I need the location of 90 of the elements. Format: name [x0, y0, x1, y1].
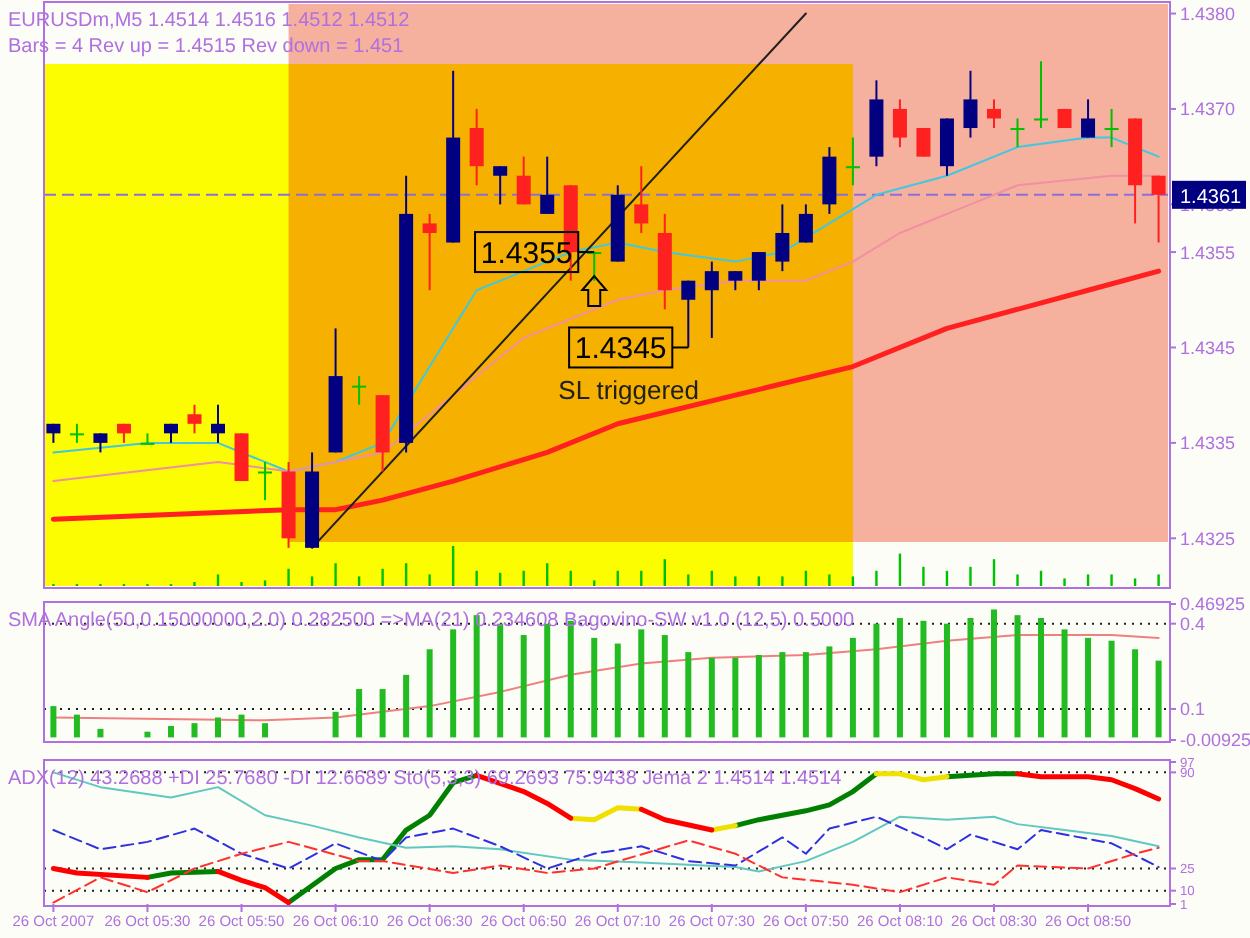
bar [238, 714, 245, 738]
line-series [52, 634, 1160, 722]
candlestick [493, 165, 508, 206]
bar [450, 629, 457, 738]
candlestick [939, 117, 954, 177]
candlestick [234, 432, 249, 483]
candlestick [187, 403, 202, 435]
candlestick [352, 375, 367, 406]
bar [896, 618, 903, 738]
y-tick-label: 1.4355 [1180, 242, 1236, 263]
bar [262, 723, 269, 738]
bar [755, 654, 762, 738]
line-series [52, 815, 1160, 870]
y-tick-label: 0.4 [1180, 614, 1206, 635]
bar [50, 706, 57, 738]
candlestick [681, 279, 696, 349]
bar [591, 637, 598, 738]
y-tick-label: 0.1 [1180, 699, 1206, 720]
candlestick [140, 432, 155, 445]
bar [732, 657, 739, 738]
bar [167, 726, 174, 738]
y-tick-label: 1.4335 [1180, 433, 1236, 454]
bar [97, 728, 104, 738]
candlestick [704, 260, 719, 339]
bar [990, 609, 997, 738]
bar [356, 689, 363, 738]
bar [943, 623, 950, 738]
bar [332, 711, 339, 738]
bar [614, 643, 621, 738]
bar [426, 649, 433, 738]
bar [849, 637, 856, 738]
bar [920, 620, 927, 738]
candlestick [1104, 107, 1119, 149]
candlestick [1081, 98, 1096, 139]
y-tick-label: 1.4380 [1180, 4, 1236, 25]
bar [520, 635, 527, 738]
candlestick [963, 69, 978, 139]
candlestick [751, 251, 766, 292]
candlestick [93, 432, 108, 454]
candlestick [634, 165, 649, 234]
bar [1155, 660, 1162, 738]
bar [1061, 629, 1068, 738]
ref-line-label: 1.4361 [1180, 186, 1243, 209]
candlestick [422, 212, 437, 292]
bar [73, 714, 80, 738]
bar [215, 717, 222, 738]
bar [1108, 640, 1115, 738]
bar [1038, 618, 1045, 738]
bar [685, 652, 692, 738]
candlestick [69, 422, 84, 444]
candlestick [728, 270, 743, 292]
bar [403, 674, 410, 738]
bar [379, 689, 386, 738]
bar [497, 623, 504, 738]
candlestick [540, 155, 555, 215]
annotation: SL triggered [558, 375, 700, 406]
bar [967, 618, 974, 738]
bar [779, 652, 786, 738]
y-tick-label: 1.4370 [1180, 99, 1236, 120]
bar [638, 629, 645, 738]
bar [1085, 637, 1092, 738]
candlestick [892, 98, 907, 149]
bar [708, 657, 715, 738]
annotation: 1.4345 [574, 332, 667, 367]
bar [826, 646, 833, 738]
y-tick-label: 1.4345 [1180, 337, 1236, 358]
bar [661, 635, 668, 738]
candlestick [211, 403, 226, 444]
bar [1132, 649, 1139, 738]
bar [1014, 615, 1021, 738]
candlestick [1151, 174, 1166, 244]
candlestick [822, 146, 837, 215]
y-tick-label: 1.4325 [1180, 528, 1236, 549]
candlestick [916, 127, 931, 158]
candlestick [516, 155, 531, 206]
candlestick [775, 203, 790, 273]
candlestick [1010, 117, 1025, 149]
line-series [52, 839, 1160, 904]
bar [191, 723, 198, 738]
candlestick [845, 136, 860, 187]
candlestick [1034, 60, 1049, 130]
y-tick-label: 0.46925 [1180, 594, 1246, 615]
bar [544, 623, 551, 738]
candlestick [986, 98, 1001, 130]
y-tick-label: -0.00925 [1180, 730, 1250, 751]
candlestick [798, 203, 813, 244]
candlestick [469, 107, 484, 187]
bar [873, 623, 880, 738]
bar [802, 652, 809, 738]
candlestick [258, 460, 273, 502]
